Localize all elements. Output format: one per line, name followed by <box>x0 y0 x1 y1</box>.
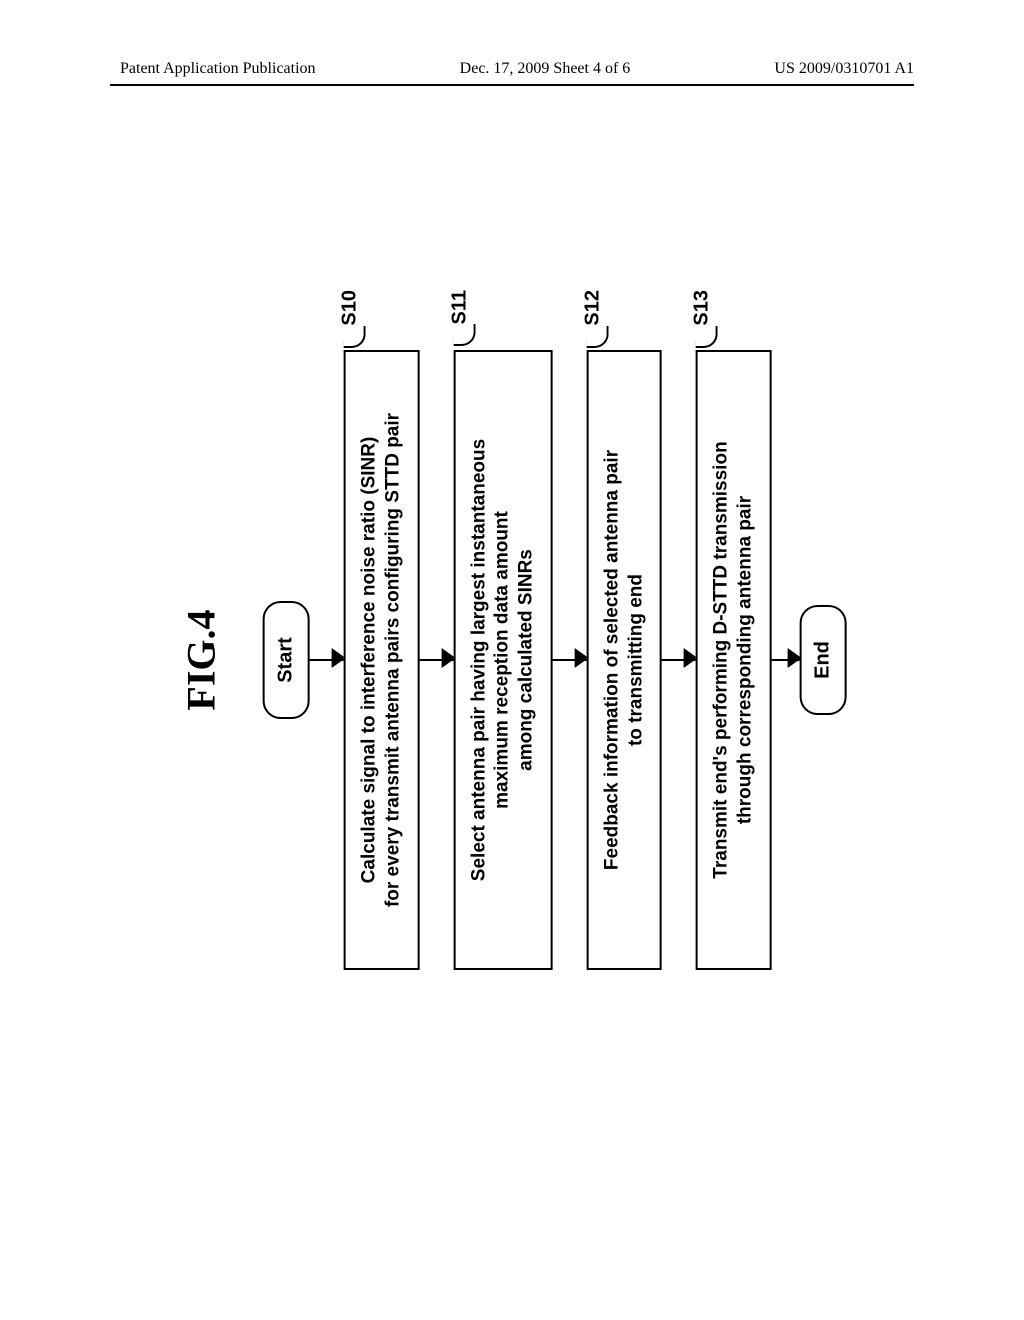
page-header: Patent Application Publication Dec. 17, … <box>0 60 1024 78</box>
figure-label: FIG.4 <box>178 609 225 710</box>
step-label: S10 <box>338 290 363 326</box>
step-text-line: among calculated SINRs <box>515 368 539 952</box>
step-s10: S10 Calculate signal to interference noi… <box>344 350 420 970</box>
step-text-line: Select antenna pair having largest insta… <box>467 368 491 952</box>
page: Patent Application Publication Dec. 17, … <box>0 0 1024 1320</box>
header-center: Dec. 17, 2009 Sheet 4 of 6 <box>460 60 631 78</box>
header-left: Patent Application Publication <box>120 60 316 78</box>
arrow <box>552 659 586 661</box>
step-text-line: to transmitting end <box>624 368 648 952</box>
arrow <box>662 659 696 661</box>
header-rule <box>110 84 914 86</box>
step-text-line: Transmit end's performing D-STTD transmi… <box>710 368 734 952</box>
arrow <box>771 659 799 661</box>
step-text-line: Feedback information of selected antenna… <box>600 368 624 952</box>
arrow <box>419 659 453 661</box>
start-terminal: Start <box>263 601 310 719</box>
step-s13: S13 Transmit end's performing D-STTD tra… <box>696 350 772 970</box>
step-text-line: maximum reception data amount <box>491 368 515 952</box>
step-text-line: Calculate signal to interference noise r… <box>358 368 382 952</box>
step-s11: S11 Select antenna pair having largest i… <box>453 350 552 970</box>
flowchart: FIG.4 Start S10 Calculate signal to inte… <box>178 170 847 1150</box>
figure-rotated-wrapper: FIG.4 Start S10 Calculate signal to inte… <box>178 170 847 1150</box>
step-label: S11 <box>447 290 472 324</box>
header-right: US 2009/0310701 A1 <box>774 60 914 78</box>
step-text-line: for every transmit antenna pairs configu… <box>381 368 405 952</box>
step-label: S13 <box>690 290 715 326</box>
step-label: S12 <box>580 290 605 326</box>
arrow <box>310 659 344 661</box>
end-terminal: End <box>799 605 846 715</box>
step-s12: S12 Feedback information of selected ant… <box>586 350 662 970</box>
step-text-line: through corresponding antenna pair <box>734 368 758 952</box>
